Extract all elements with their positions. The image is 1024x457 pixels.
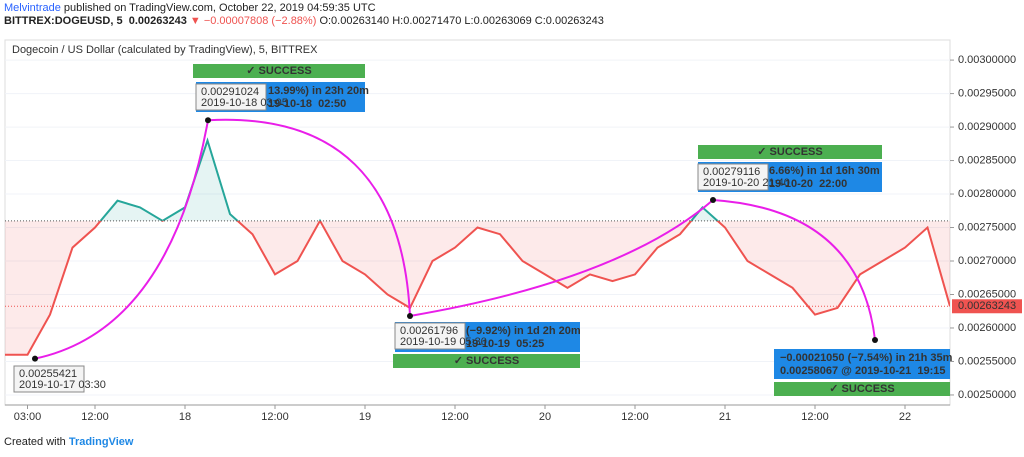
trade-box bbox=[697, 163, 769, 191]
change: ▼ −0.00007808 (−2.88%) bbox=[189, 15, 317, 27]
trade-point bbox=[407, 312, 413, 319]
x-tick-label: 12:00 bbox=[81, 411, 109, 423]
trade-point bbox=[205, 117, 211, 124]
y-tick-label: 0.00250000 bbox=[958, 389, 1016, 401]
brand[interactable]: TradingView bbox=[68, 436, 134, 448]
trade-point bbox=[872, 337, 878, 343]
last-price-label: 0.00263243 bbox=[958, 300, 1016, 312]
signal-result: (−9.92%) in 1d 2h 20m bbox=[466, 325, 581, 337]
trade-price: 0.00255421 bbox=[19, 368, 77, 380]
trade-point bbox=[32, 355, 38, 362]
y-tick-label: 0.00260000 bbox=[958, 322, 1016, 334]
line-up bbox=[99, 137, 720, 221]
publisher[interactable]: Melvintrade bbox=[4, 2, 61, 14]
trade-arc bbox=[207, 118, 411, 317]
success-banner bbox=[193, 64, 365, 78]
y-tick-label: 0.00300000 bbox=[958, 54, 1016, 66]
trade-price: 0.00279116 bbox=[703, 166, 760, 178]
success-label: ✓ SUCCESS bbox=[829, 383, 894, 395]
x-tick-label: 18 bbox=[179, 411, 191, 423]
signal-box bbox=[774, 349, 950, 379]
trade-price: 0.00291024 bbox=[201, 86, 259, 98]
trade-point bbox=[710, 196, 716, 203]
y-tick-label: 0.00270000 bbox=[958, 255, 1016, 267]
y-tick-label: 0.00295000 bbox=[958, 87, 1016, 99]
x-tick-label: 12:00 bbox=[801, 411, 829, 423]
trade-arc bbox=[34, 120, 209, 360]
header: Melvintrade published on TradingView.com… bbox=[4, 2, 604, 28]
trade-arc bbox=[712, 198, 876, 341]
x-tick-label: 19 bbox=[359, 411, 371, 423]
success-banner bbox=[393, 354, 580, 368]
signal-result: −0.00021050 (−7.54%) in 21h 35m bbox=[780, 352, 953, 364]
trade-box bbox=[195, 83, 267, 111]
trade-time: 2019-10-20 21:40 bbox=[703, 177, 790, 189]
last-price: 0.00263243 bbox=[128, 15, 187, 27]
y-tick-label: 0.00290000 bbox=[958, 121, 1016, 133]
trade-box bbox=[13, 365, 85, 393]
x-tick-label: 20 bbox=[539, 411, 551, 423]
x-tick-label: 22 bbox=[899, 411, 911, 423]
x-tick-label: 12:00 bbox=[261, 411, 289, 423]
y-tick-label: 0.00255000 bbox=[958, 355, 1016, 367]
trade-time: 2019-10-18 03:05 bbox=[201, 97, 288, 109]
y-tick-label: 0.00265000 bbox=[958, 288, 1016, 300]
trade-price: 0.00261796 bbox=[400, 325, 458, 337]
published: published on TradingView.com, October 22… bbox=[63, 2, 376, 14]
created-with: Created with bbox=[4, 436, 66, 448]
area-down bbox=[5, 220, 950, 355]
trade-time: 2019-10-17 03:30 bbox=[19, 379, 106, 391]
y-tick-label: 0.00280000 bbox=[958, 188, 1016, 200]
x-tick-label: 03:00 bbox=[14, 411, 42, 423]
signal-result: 13.99%) in 23h 20m bbox=[268, 85, 369, 97]
symbol: BITTREX:DOGEUSD, 5 bbox=[4, 15, 123, 27]
signal-detail: 0.00258067 @ 2019-10-21 19:15 bbox=[780, 365, 945, 377]
x-tick-label: 21 bbox=[719, 411, 731, 423]
success-banner bbox=[698, 145, 882, 159]
success-label: ✓ SUCCESS bbox=[246, 65, 311, 77]
y-tick-label: 0.00275000 bbox=[958, 221, 1016, 233]
signal-detail: 19-10-20 22:00 bbox=[769, 178, 847, 190]
signal-detail: 19-10-19 05:25 bbox=[466, 338, 544, 350]
high: H:0.00271470 bbox=[392, 15, 462, 27]
last-price-box bbox=[952, 299, 1022, 314]
line-down bbox=[5, 220, 950, 356]
signal-detail: 19-10-18 02:50 bbox=[268, 98, 346, 110]
low: L:0.00263069 bbox=[464, 15, 532, 27]
signal-result: 6.66%) in 1d 16h 30m bbox=[769, 165, 880, 177]
close: C:0.00263243 bbox=[534, 15, 604, 27]
chart: Dogecoin / US Dollar (calculated by Trad… bbox=[4, 39, 1022, 423]
trade-time: 2019-10-19 05:30 bbox=[400, 336, 487, 348]
footer: Created with TradingView bbox=[4, 436, 133, 448]
open: O:0.00263140 bbox=[319, 15, 390, 27]
x-tick-label: 12:00 bbox=[441, 411, 469, 423]
success-banner bbox=[774, 382, 950, 396]
success-label: ✓ SUCCESS bbox=[454, 355, 519, 367]
y-tick-label: 0.00285000 bbox=[958, 154, 1016, 166]
x-tick-label: 12:00 bbox=[621, 411, 649, 423]
trade-box bbox=[394, 322, 466, 350]
trade-arc bbox=[409, 199, 714, 317]
success-label: ✓ SUCCESS bbox=[757, 146, 822, 158]
chart-title: Dogecoin / US Dollar (calculated by Trad… bbox=[12, 44, 318, 56]
